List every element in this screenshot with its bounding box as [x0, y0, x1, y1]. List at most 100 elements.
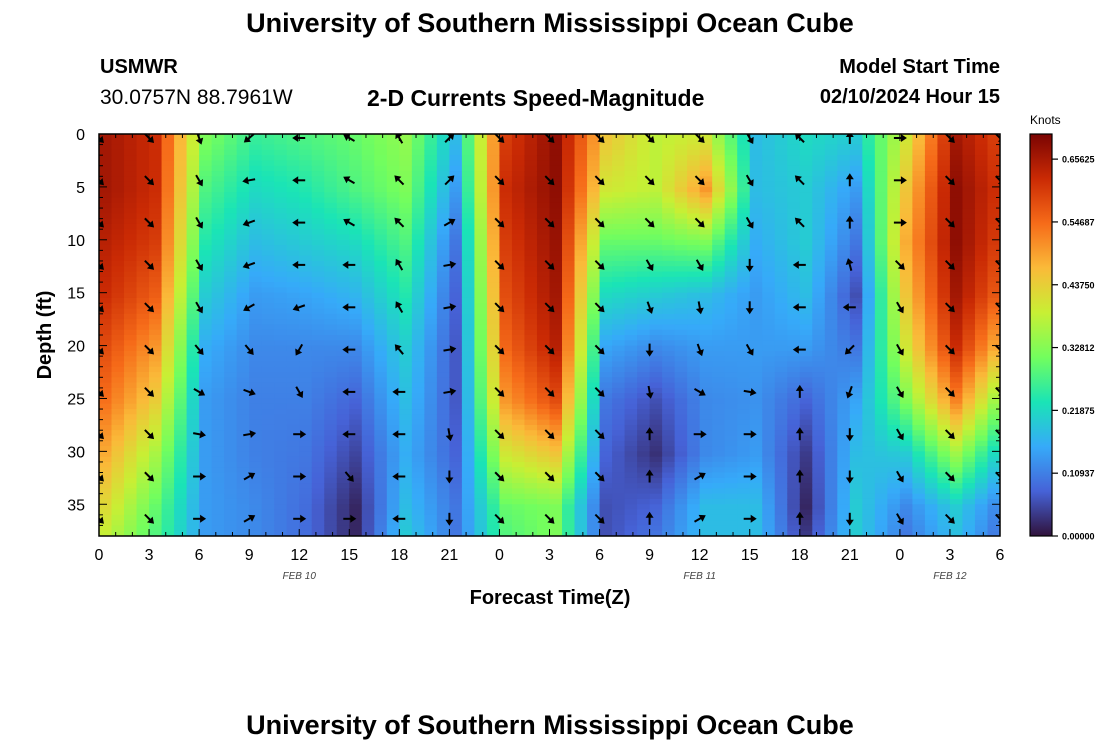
heatmap-cell	[549, 409, 563, 415]
heatmap-cell	[712, 266, 726, 273]
heatmap-cell	[874, 350, 888, 357]
heatmap-cell	[111, 477, 125, 484]
heatmap-cell	[174, 372, 188, 378]
heatmap-cell	[186, 461, 200, 468]
heatmap-cell	[199, 234, 213, 241]
heatmap-cell	[399, 260, 413, 267]
heatmap-cell	[386, 160, 400, 167]
heatmap-cell	[411, 276, 425, 283]
heatmap-cell	[562, 324, 576, 331]
heatmap-cell	[324, 366, 338, 373]
heatmap-cell	[712, 520, 726, 527]
heatmap-cell	[211, 430, 225, 437]
heatmap-cell	[687, 282, 701, 288]
heatmap-cell	[862, 324, 876, 331]
heatmap-cell	[649, 477, 663, 484]
heatmap-cell	[587, 260, 601, 267]
heatmap-cell	[612, 324, 626, 331]
heatmap-cell	[499, 139, 513, 146]
heatmap-cell	[562, 477, 576, 484]
heatmap-cell	[749, 530, 763, 536]
heatmap-cell	[812, 509, 826, 516]
heatmap-cell	[587, 213, 601, 220]
heatmap-cell	[211, 350, 225, 357]
heatmap-cell	[687, 234, 701, 241]
heatmap-cell	[349, 250, 363, 257]
heatmap-cell	[111, 509, 125, 516]
heatmap-cell	[361, 335, 375, 341]
heatmap-cell	[399, 155, 413, 162]
heatmap-cell	[99, 186, 113, 193]
heatmap-cell	[474, 245, 488, 251]
heatmap-cell	[724, 260, 738, 267]
heatmap-cell	[424, 202, 438, 209]
chart-subtitle: 2-D Currents Speed-Magnitude	[367, 85, 705, 111]
heatmap-cell	[424, 308, 438, 315]
heatmap-cell	[311, 197, 325, 204]
heatmap-cell	[774, 324, 788, 331]
heatmap-cell	[149, 387, 163, 394]
heatmap-cell	[449, 313, 463, 320]
heatmap-cell	[762, 525, 776, 532]
heatmap-cell	[837, 424, 851, 431]
heatmap-cell	[174, 144, 188, 151]
heatmap-cell	[361, 361, 375, 368]
heatmap-cell	[161, 292, 175, 299]
heatmap-cell	[499, 208, 513, 214]
heatmap-cell	[111, 208, 125, 214]
heatmap-cell	[186, 250, 200, 257]
heatmap-cell	[174, 525, 188, 532]
heatmap-cell	[261, 287, 275, 294]
heatmap-cell	[224, 282, 238, 288]
heatmap-cell	[474, 403, 488, 410]
heatmap-cell	[486, 350, 501, 357]
heatmap-cell	[674, 335, 688, 341]
heatmap-cell	[612, 382, 626, 389]
heatmap-cell	[649, 335, 663, 341]
heatmap-cell	[599, 171, 613, 177]
heatmap-cell	[349, 361, 363, 368]
heatmap-cell	[649, 303, 663, 310]
heatmap-cell	[424, 276, 438, 283]
heatmap-cell	[436, 430, 450, 437]
heatmap-cell	[862, 176, 876, 183]
heatmap-cell	[511, 483, 526, 489]
heatmap-cell	[587, 329, 601, 336]
heatmap-cell	[799, 202, 813, 209]
heatmap-cell	[311, 493, 325, 500]
heatmap-cell	[862, 155, 876, 162]
heatmap-cell	[574, 197, 588, 204]
heatmap-cell	[612, 229, 626, 236]
heatmap-cell	[199, 387, 213, 394]
heatmap-cell	[336, 329, 350, 336]
heatmap-cell	[174, 530, 188, 536]
heatmap-cell	[249, 530, 263, 536]
heatmap-cell	[299, 176, 313, 183]
heatmap-cell	[461, 377, 476, 384]
heatmap-cell	[562, 292, 576, 299]
heatmap-cell	[849, 208, 863, 214]
heatmap-cell	[899, 440, 913, 447]
heatmap-cell	[674, 171, 688, 177]
heatmap-cell	[562, 282, 576, 288]
heatmap-cell	[562, 424, 576, 431]
heatmap-cell	[236, 223, 250, 230]
heatmap-cell	[186, 440, 200, 447]
heatmap-cell	[524, 488, 538, 495]
heatmap-cell	[436, 186, 450, 193]
heatmap-cell	[849, 202, 863, 209]
heatmap-cell	[649, 276, 663, 283]
heatmap-cell	[111, 266, 125, 273]
heatmap-cell	[474, 393, 488, 400]
heatmap-cell	[799, 498, 813, 505]
heatmap-cell	[662, 419, 676, 426]
heatmap-cell	[549, 324, 563, 331]
heatmap-cell	[149, 345, 163, 352]
heatmap-cell	[124, 250, 138, 257]
heatmap-cell	[749, 282, 763, 288]
heatmap-cell	[236, 324, 250, 331]
heatmap-cell	[336, 498, 350, 505]
heatmap-cell	[224, 372, 238, 378]
heatmap-cell	[712, 461, 726, 468]
heatmap-cell	[799, 472, 813, 479]
